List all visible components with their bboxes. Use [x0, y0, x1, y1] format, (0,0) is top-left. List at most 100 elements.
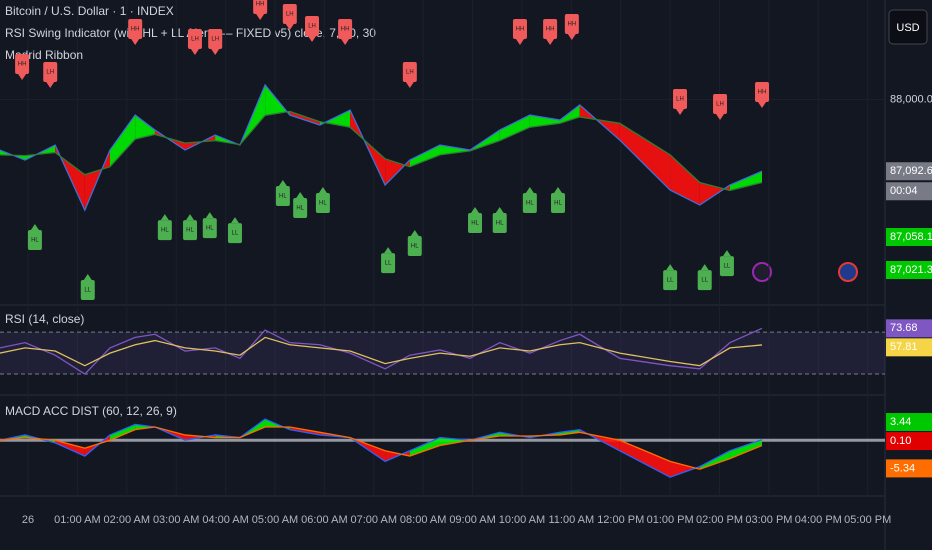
signal-label: LL — [667, 278, 674, 284]
signal-label: LL — [701, 278, 708, 284]
x-tick-label: 11:00 AM — [549, 514, 595, 526]
ribbon-fill — [439, 145, 471, 155]
signal-flag — [253, 0, 268, 14]
price-label: 73.68 — [890, 322, 918, 334]
signal-pointer — [716, 114, 725, 121]
signal-label: LH — [676, 97, 684, 103]
x-tick-label: 03:00 AM — [153, 514, 199, 526]
ribbon-fill — [110, 115, 136, 167]
series-line — [0, 110, 763, 192]
ribbon-fill — [409, 145, 440, 167]
signal-pointer — [676, 109, 685, 116]
x-tick-label: 06:00 AM — [301, 514, 347, 526]
signal-pointer — [341, 39, 350, 46]
signal-label: HL — [279, 194, 287, 200]
x-tick-label: 02:00 PM — [696, 514, 743, 526]
signal-flag — [407, 236, 422, 257]
signal-flag — [282, 4, 297, 25]
signal-label: HH — [256, 2, 265, 8]
signal-pointer — [722, 250, 731, 257]
signal-label: HL — [206, 226, 214, 232]
series-line — [0, 336, 763, 367]
signal-flag — [80, 280, 95, 301]
signal-pointer — [546, 39, 555, 46]
series-line — [0, 327, 763, 375]
price-label: 3.44 — [890, 416, 911, 428]
signal-label: LH — [191, 37, 199, 43]
series-line — [0, 83, 763, 212]
countdown-box — [886, 182, 932, 201]
signal-label: HH — [568, 22, 577, 28]
flag-icon[interactable] — [838, 262, 858, 282]
signal-label: LL — [724, 264, 731, 270]
series-line — [0, 426, 763, 470]
price-label: 57.81 — [890, 341, 918, 353]
price-label-box — [886, 228, 932, 246]
signal-flag — [719, 256, 734, 277]
signal-label: HH — [18, 62, 27, 68]
signal-pointer — [405, 82, 414, 89]
signal-pointer — [131, 39, 140, 46]
signal-pointer — [700, 264, 709, 271]
signal-label: HL — [496, 221, 504, 227]
signal-label: LL — [84, 288, 91, 294]
ribbon-fill — [135, 424, 155, 430]
signal-flag — [673, 89, 688, 110]
ribbon-fill — [499, 115, 530, 141]
price-label: 87,021.37 — [890, 264, 932, 276]
signal-pointer — [308, 36, 317, 43]
signal-label: HH — [516, 27, 525, 33]
signal-label: HL — [296, 206, 304, 212]
x-tick-label: 10:00 AM — [499, 514, 545, 526]
currency-box[interactable] — [888, 9, 928, 45]
signal-label: HL — [319, 201, 327, 207]
signal-flag — [522, 193, 537, 214]
event-icon[interactable] — [752, 262, 772, 282]
signal-label: HL — [471, 221, 479, 227]
signal-pointer — [410, 230, 419, 237]
ribbon-fill — [729, 439, 763, 459]
signal-flag — [187, 28, 202, 49]
signal-flag — [564, 13, 579, 34]
signal-pointer — [567, 33, 576, 40]
price-label: 0.10 — [890, 435, 911, 447]
x-tick-label: 04:00 AM — [202, 514, 248, 526]
x-tick-label: 02:00 AM — [104, 514, 150, 526]
x-tick-label: 05:00 PM — [844, 514, 891, 526]
signal-pointer — [160, 214, 169, 221]
signal-label: HL — [554, 201, 562, 207]
signal-label: LH — [46, 70, 54, 76]
x-tick-label: 26 — [22, 514, 34, 526]
signal-pointer — [205, 212, 214, 219]
x-tick-label: 08:00 AM — [400, 514, 446, 526]
signal-pointer — [666, 264, 675, 271]
signal-pointer — [83, 274, 92, 281]
signal-flag — [275, 186, 290, 207]
signal-flag — [468, 213, 483, 234]
plot: 26 01:00 AM 02:00 AM 03:00 AM 04:00 AM 05:00 … — [0, 0, 932, 526]
signal-pointer — [30, 224, 39, 231]
signal-flag — [512, 19, 527, 40]
signal-pointer — [525, 187, 534, 194]
signal-label: HL — [161, 228, 169, 234]
ribbon-fill — [619, 440, 671, 478]
signal-flag — [315, 193, 330, 214]
x-tick-label: 05:00 AM — [252, 514, 298, 526]
price-label-box — [886, 432, 932, 451]
signal-label: HL — [31, 238, 39, 244]
signal-pointer — [278, 180, 287, 187]
signal-flag — [305, 16, 320, 37]
ribbon-fill — [559, 429, 580, 435]
signal-flag — [381, 253, 396, 274]
x-tick-label: 12:00 PM — [597, 514, 644, 526]
signal-pointer — [190, 48, 199, 55]
signal-flag — [713, 94, 728, 115]
signal-flag — [293, 198, 308, 219]
ribbon-fill — [670, 154, 700, 206]
signal-flag — [697, 270, 712, 291]
signal-flag — [338, 19, 353, 40]
signal-label: LL — [232, 231, 239, 237]
pane-title: MACD ACC DIST (60, 12, 26, 9) — [5, 404, 177, 418]
